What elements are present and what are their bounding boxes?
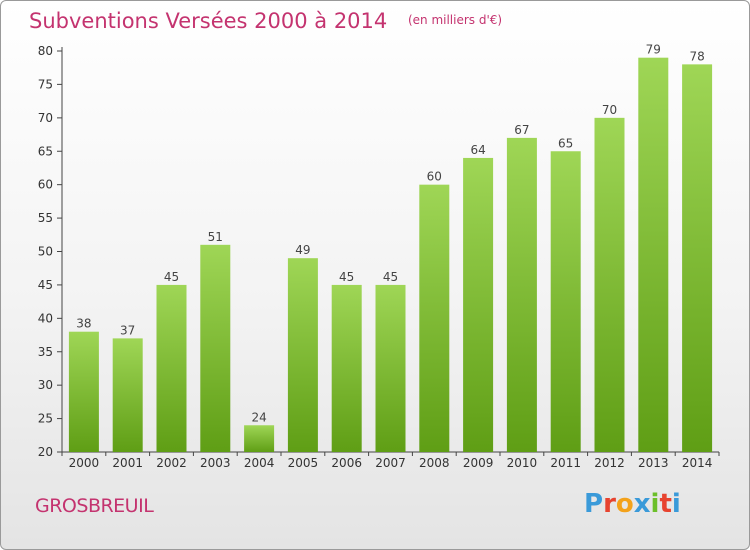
data-label: 24 (251, 410, 266, 424)
data-label: 45 (339, 270, 354, 284)
title-main: Subventions Versées 2000 à 2014 (29, 9, 388, 33)
data-label: 45 (383, 270, 398, 284)
data-labels: 38 37 45 51 24 49 45 45 60 64 67 65 70 79 78 (76, 43, 704, 425)
data-label: 79 (646, 43, 661, 57)
bar (419, 184, 450, 452)
bar (200, 244, 231, 452)
y-tick-label: 70 (38, 111, 53, 125)
data-label: 60 (427, 170, 442, 184)
bar (331, 284, 362, 452)
bar (463, 157, 494, 452)
data-label: 70 (602, 103, 617, 117)
y-axis: 20 25 30 35 40 45 50 55 60 65 70 75 80 (38, 44, 63, 459)
bar (594, 117, 625, 452)
bar (506, 137, 537, 452)
data-label: 45 (164, 270, 179, 284)
y-tick-label: 35 (38, 345, 53, 359)
x-tick-label: 2009 (463, 456, 494, 470)
bar (638, 57, 669, 452)
logo-letter: x (633, 489, 651, 519)
logo-letter: i (671, 489, 681, 519)
x-tick-label: 2012 (594, 456, 625, 470)
data-label: 64 (470, 143, 485, 157)
x-tick-label: 2004 (244, 456, 275, 470)
x-tick-label: 2013 (638, 456, 669, 470)
bar (550, 151, 581, 452)
bar (112, 338, 143, 452)
y-tick-label: 55 (38, 211, 53, 225)
x-tick-label: 2011 (550, 456, 581, 470)
data-label: 37 (120, 323, 135, 337)
data-label: 78 (689, 49, 704, 63)
data-label: 67 (514, 123, 529, 137)
y-tick-label: 65 (38, 144, 53, 158)
logo-letter: t (659, 489, 672, 519)
x-axis: 2000 2001 2002 2003 2004 2005 2006 2007 2008 2009… (61, 451, 720, 470)
x-tick-label: 2000 (69, 456, 100, 470)
logo-letter: r (603, 489, 616, 519)
data-label: 49 (295, 243, 310, 257)
chart-title: Subventions Versées 2000 à 2014 (en mill… (29, 9, 502, 33)
x-tick-label: 2010 (507, 456, 538, 470)
y-tick-label: 60 (38, 178, 53, 192)
x-tick-label: 2008 (419, 456, 450, 470)
logo-letter: o (615, 489, 634, 519)
data-label: 65 (558, 136, 573, 150)
x-tick-label: 2006 (331, 456, 362, 470)
bars (68, 57, 713, 452)
x-tick-label: 2014 (682, 456, 713, 470)
logo-letter: i (650, 489, 660, 519)
bar (287, 258, 318, 452)
y-tick-label: 40 (38, 311, 53, 325)
x-tick-label: 2003 (200, 456, 231, 470)
bar (682, 64, 713, 452)
y-tick-label: 20 (38, 445, 53, 459)
data-label: 51 (208, 230, 223, 244)
bar (68, 331, 99, 452)
x-tick-label: 2002 (156, 456, 187, 470)
y-tick-label: 45 (38, 278, 53, 292)
logo-letter: P (584, 489, 604, 519)
data-label: 38 (76, 317, 91, 331)
y-tick-label: 30 (38, 378, 53, 392)
place-name: GROSBREUIL (35, 495, 154, 517)
proxiti-logo[interactable]: Proxiti (584, 489, 681, 519)
y-tick-label: 50 (38, 245, 53, 259)
y-tick-label: 80 (38, 44, 53, 58)
x-tick-label: 2001 (112, 456, 143, 470)
title-unit: (en milliers d'€) (407, 13, 503, 27)
bar (375, 284, 406, 452)
bar (244, 425, 275, 452)
bar (156, 284, 187, 452)
x-tick-label: 2007 (375, 456, 406, 470)
y-tick-label: 75 (38, 77, 53, 91)
x-tick-label: 2005 (288, 456, 319, 470)
y-tick-label: 25 (38, 412, 53, 426)
